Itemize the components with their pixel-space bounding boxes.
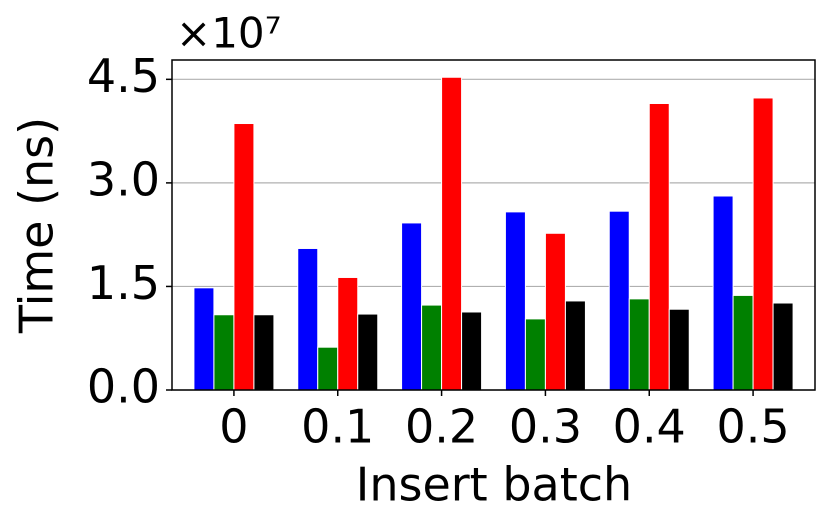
y-tick-label: 4.5 (87, 49, 160, 103)
y-tick-label: 3.0 (87, 152, 160, 206)
bar (752, 97, 774, 391)
bar (421, 304, 443, 391)
bar (772, 302, 794, 391)
plot-frame (171, 59, 816, 391)
bar (712, 195, 734, 391)
bar (628, 298, 650, 391)
x-tick-label: 0.5 (717, 400, 790, 454)
y-axis-label: Time (ns) (10, 117, 64, 334)
bar (544, 232, 566, 391)
bar (253, 314, 275, 391)
x-tick-label: 0.4 (613, 400, 686, 454)
bar (608, 210, 630, 391)
bar (213, 314, 235, 391)
x-tick-label: 0 (219, 400, 248, 454)
bar (193, 287, 215, 391)
y-multiplier: ×10⁷ (176, 9, 281, 58)
bar (524, 318, 546, 391)
x-tick-label: 0.3 (509, 400, 582, 454)
y-tick-label: 0.0 (87, 360, 160, 414)
x-tick-label: 0.1 (301, 400, 374, 454)
bar (461, 311, 483, 391)
bar (564, 300, 586, 391)
bar (504, 211, 526, 391)
y-tick-label: 1.5 (87, 256, 160, 310)
bar (732, 294, 754, 391)
x-tick-label: 0.2 (405, 400, 478, 454)
bar (648, 102, 670, 391)
bar (441, 76, 463, 391)
bar (668, 308, 690, 391)
x-axis-label: Insert batch (356, 458, 632, 512)
bar (317, 346, 339, 391)
bar (401, 222, 423, 391)
bar (337, 276, 359, 391)
bar (297, 247, 319, 391)
bar (357, 313, 379, 391)
bar (233, 123, 255, 391)
